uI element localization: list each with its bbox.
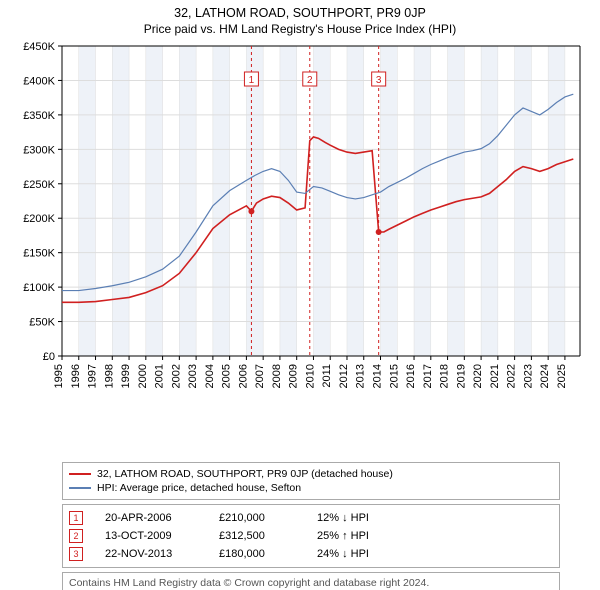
x-tick-label: 1998 [103, 364, 115, 388]
x-tick-label: 2025 [556, 364, 568, 388]
sale-row: 2 13-OCT-2009 £312,500 25% ↑ HPI [69, 527, 559, 545]
sale-date: 20-APR-2006 [105, 509, 201, 527]
year-band [313, 46, 330, 356]
y-tick-label: £0 [43, 351, 55, 363]
x-tick-label: 2021 [489, 364, 501, 388]
price-chart: £0 £50K £100K £150K £200K £250K £300K £350K £400… [0, 36, 600, 416]
legend-label: HPI: Average price, detached house, Seft… [97, 481, 301, 495]
sales-table: 1 20-APR-2006 £210,000 12% ↓ HPI 2 13-OCT-200… [62, 504, 560, 568]
y-tick-label: £350K [23, 110, 55, 122]
x-tick-label: 2018 [439, 364, 451, 388]
x-tick-label: 2007 [254, 364, 266, 388]
y-tick-label: £450K [23, 41, 55, 53]
sale-date: 22-NOV-2013 [105, 545, 201, 563]
year-band [112, 46, 129, 356]
sale-delta: 24% ↓ HPI [317, 545, 407, 563]
year-band [213, 46, 230, 356]
sale-dot [376, 229, 382, 235]
x-tick-label: 2004 [204, 364, 216, 388]
year-band [79, 46, 96, 356]
y-tick-label: £100K [23, 282, 55, 294]
x-tick-label: 2012 [338, 364, 350, 388]
x-tick-label: 2001 [154, 364, 166, 388]
y-tick-label: £300K [23, 144, 55, 156]
sale-delta: 25% ↑ HPI [317, 527, 407, 545]
x-tick-label: 1997 [87, 364, 99, 388]
x-tick-label: 2024 [539, 364, 551, 388]
page-title: 32, LATHOM ROAD, SOUTHPORT, PR9 0JP [0, 6, 600, 20]
legend-item: 32, LATHOM ROAD, SOUTHPORT, PR9 0JP (det… [69, 467, 553, 481]
attribution-line: Contains HM Land Registry data © Crown c… [69, 577, 553, 590]
x-tick-label: 2003 [187, 364, 199, 388]
year-band [414, 46, 431, 356]
x-tick-label: 2010 [304, 364, 316, 388]
x-tick-label: 2000 [137, 364, 149, 388]
page-subtitle: Price paid vs. HM Land Registry's House … [0, 22, 600, 36]
year-band [515, 46, 532, 356]
chart-container: £0 £50K £100K £150K £200K £250K £300K £350K £400… [0, 36, 600, 456]
x-tick-label: 2002 [170, 364, 182, 388]
sale-delta: 12% ↓ HPI [317, 509, 407, 527]
year-band [179, 46, 196, 356]
year-band [280, 46, 297, 356]
x-tick-label: 2023 [522, 364, 534, 388]
x-tick-label: 2019 [455, 364, 467, 388]
sale-date: 13-OCT-2009 [105, 527, 201, 545]
x-tick-label: 1996 [70, 364, 82, 388]
year-band [481, 46, 498, 356]
y-tick-label: £250K [23, 179, 55, 191]
sale-marker-icon: 2 [69, 529, 83, 543]
x-tick-label: 2006 [237, 364, 249, 388]
x-tick-label: 2022 [506, 364, 518, 388]
y-tick-label: £50K [29, 317, 55, 329]
attribution: Contains HM Land Registry data © Crown c… [62, 572, 560, 590]
x-tick-label: 2008 [271, 364, 283, 388]
x-tick-label: 2015 [388, 364, 400, 388]
year-band [548, 46, 565, 356]
legend-swatch [69, 473, 91, 475]
year-band [381, 46, 398, 356]
sale-marker-number: 3 [376, 75, 382, 86]
x-tick-label: 2011 [321, 364, 333, 388]
x-tick-label: 2014 [372, 364, 384, 388]
y-tick-label: £200K [23, 213, 55, 225]
x-tick-label: 1999 [120, 364, 132, 388]
sale-marker-number: 2 [307, 75, 313, 86]
x-tick-label: 2009 [288, 364, 300, 388]
y-tick-label: £150K [23, 248, 55, 260]
sale-marker-icon: 3 [69, 547, 83, 561]
x-tick-label: 2013 [355, 364, 367, 388]
sale-dot [248, 208, 254, 214]
sale-row: 1 20-APR-2006 £210,000 12% ↓ HPI [69, 509, 559, 527]
year-band [146, 46, 163, 356]
sale-marker-icon: 1 [69, 511, 83, 525]
sale-price: £312,500 [219, 527, 299, 545]
legend: 32, LATHOM ROAD, SOUTHPORT, PR9 0JP (det… [62, 462, 560, 500]
y-tick-label: £400K [23, 75, 55, 87]
legend-swatch [69, 487, 91, 489]
x-tick-label: 2016 [405, 364, 417, 388]
x-tick-label: 2005 [221, 364, 233, 388]
legend-item: HPI: Average price, detached house, Seft… [69, 481, 553, 495]
sale-price: £180,000 [219, 545, 299, 563]
x-tick-label: 2017 [422, 364, 434, 388]
sale-price: £210,000 [219, 509, 299, 527]
sale-row: 3 22-NOV-2013 £180,000 24% ↓ HPI [69, 545, 559, 563]
sale-marker-number: 1 [249, 75, 255, 86]
legend-label: 32, LATHOM ROAD, SOUTHPORT, PR9 0JP (det… [97, 467, 393, 481]
x-tick-label: 1995 [53, 364, 65, 388]
x-tick-label: 2020 [472, 364, 484, 388]
year-band [347, 46, 364, 356]
